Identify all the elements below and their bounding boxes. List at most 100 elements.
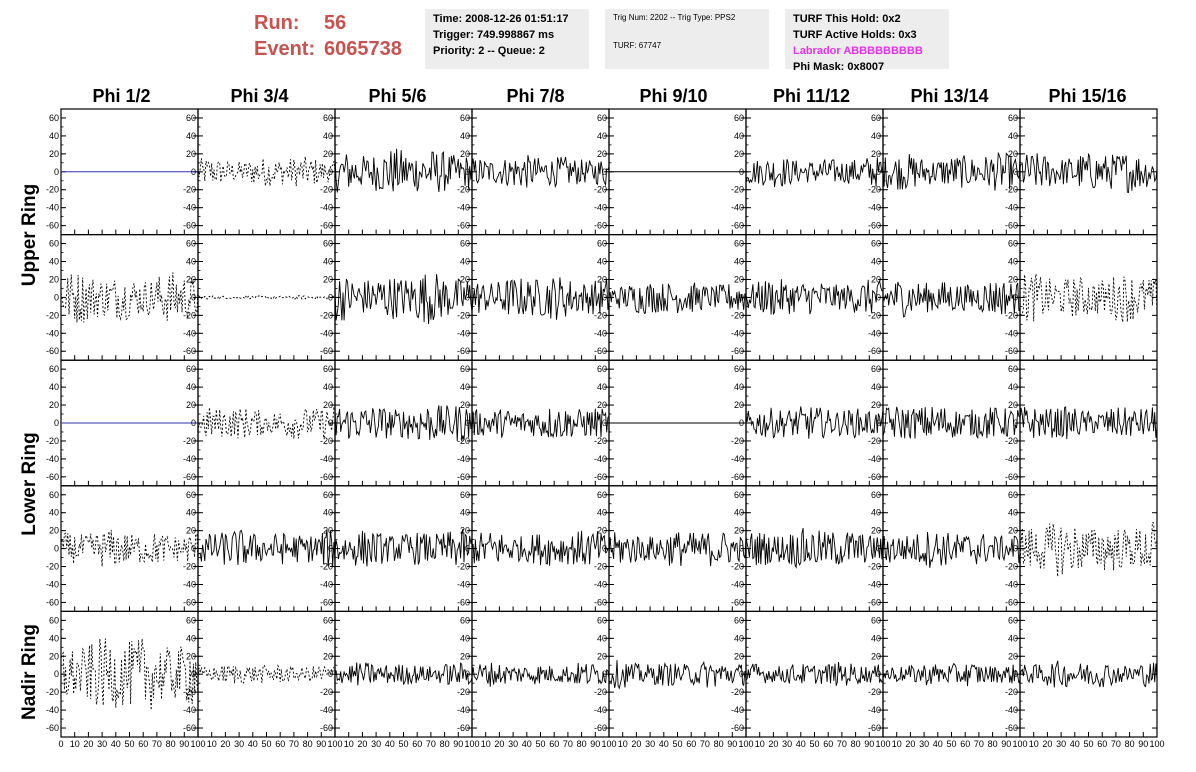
y-tick-label: -60	[320, 346, 333, 356]
y-tick-label: 20	[597, 149, 607, 159]
y-tick-label: 40	[1008, 257, 1018, 267]
y-tick-label: -40	[320, 203, 333, 213]
phi-header-5: Phi 9/10	[639, 86, 708, 106]
x-tick-label: 10	[70, 739, 80, 749]
panel-frame	[471, 234, 610, 361]
x-tick-label: 50	[261, 739, 271, 749]
y-tick-label: 60	[734, 615, 744, 625]
x-tick-label: 60	[549, 739, 559, 749]
y-tick-label: -60	[1005, 221, 1018, 231]
panel-frame	[745, 234, 884, 361]
y-tick-label: 40	[1008, 633, 1018, 643]
y-tick-label: -60	[457, 597, 470, 607]
y-tick-label: 40	[49, 131, 59, 141]
y-tick-label: 20	[323, 274, 333, 284]
y-tick-label: -20	[868, 436, 881, 446]
phi-mask-text: Phi Mask: 0x8007	[793, 61, 885, 73]
y-tick-label: -40	[457, 203, 470, 213]
y-tick-label: 40	[597, 508, 607, 518]
y-tick-label: 0	[1013, 544, 1018, 554]
y-tick-label: -20	[320, 562, 333, 572]
y-tick-label: 40	[597, 382, 607, 392]
y-tick-label: -20	[46, 436, 59, 446]
y-tick-label: -20	[594, 185, 607, 195]
y-tick-label: -20	[1005, 562, 1018, 572]
x-tick-label: 80	[440, 739, 450, 749]
y-tick-label: 20	[49, 149, 59, 159]
x-tick-label: 30	[1056, 739, 1066, 749]
y-tick-label: -20	[594, 310, 607, 320]
trig-num-text: Trig Num: 2202 -- Trig Type: PPS2	[613, 13, 736, 22]
y-tick-label: 60	[323, 239, 333, 249]
y-tick-label: 60	[186, 615, 196, 625]
x-tick-label: 40	[385, 739, 395, 749]
y-tick-label: 60	[597, 615, 607, 625]
y-tick-label: -40	[457, 705, 470, 715]
y-tick-label: 40	[871, 508, 881, 518]
y-tick-label: 20	[460, 149, 470, 159]
y-tick-label: 40	[323, 257, 333, 267]
x-tick-label: 30	[645, 739, 655, 749]
y-tick-label: 0	[602, 669, 607, 679]
y-tick-label: -20	[457, 687, 470, 697]
x-tick-label: 90	[727, 739, 737, 749]
waveform-trace	[334, 405, 473, 442]
y-tick-label: -20	[1005, 687, 1018, 697]
y-tick-label: -40	[731, 203, 744, 213]
y-tick-label: -60	[1005, 346, 1018, 356]
x-tick-label: 80	[714, 739, 724, 749]
y-tick-label: 60	[871, 364, 881, 374]
x-tick-label: 70	[1111, 739, 1121, 749]
y-tick-label: 20	[186, 651, 196, 661]
y-tick-label: 0	[54, 669, 59, 679]
y-tick-label: 60	[1008, 239, 1018, 249]
y-tick-label: 0	[739, 544, 744, 554]
y-tick-label: -40	[457, 328, 470, 338]
y-tick-label: -40	[1005, 328, 1018, 338]
y-tick-label: 60	[871, 239, 881, 249]
panel-frame	[882, 108, 1021, 236]
phi-header-1: Phi 1/2	[92, 86, 151, 106]
y-tick-label: -60	[868, 221, 881, 231]
y-tick-label: 60	[1008, 490, 1018, 500]
waveform-trace	[1019, 273, 1158, 323]
y-tick-label: 0	[602, 292, 607, 302]
y-tick-label: -40	[320, 705, 333, 715]
x-tick-label: 40	[933, 739, 943, 749]
y-tick-label: 60	[186, 113, 196, 123]
panel-frame	[1019, 234, 1158, 361]
y-tick-label: 40	[460, 131, 470, 141]
y-tick-label: 0	[739, 167, 744, 177]
y-tick-label: 40	[460, 382, 470, 392]
x-tick-label: 10	[344, 739, 354, 749]
x-tick-label: 30	[508, 739, 518, 749]
y-tick-label: -60	[731, 346, 744, 356]
x-tick-label: 60	[823, 739, 833, 749]
y-tick-label: 60	[186, 239, 196, 249]
x-tick-label: 50	[1083, 739, 1093, 749]
y-tick-label: 0	[328, 418, 333, 428]
y-tick-label: -60	[594, 472, 607, 482]
x-tick-label: 60	[412, 739, 422, 749]
y-tick-label: -60	[457, 723, 470, 733]
y-tick-label: 20	[871, 526, 881, 536]
y-tick-label: 60	[871, 615, 881, 625]
y-tick-label: -20	[46, 562, 59, 572]
y-tick-label: 40	[734, 508, 744, 518]
y-tick-label: 20	[460, 651, 470, 661]
y-tick-label: 0	[1013, 669, 1018, 679]
y-tick-label: -60	[594, 346, 607, 356]
y-tick-label: -60	[46, 723, 59, 733]
x-tick-label: 40	[1070, 739, 1080, 749]
run-label: Run:	[254, 12, 300, 34]
y-tick-label: 20	[49, 400, 59, 410]
y-tick-label: 20	[186, 149, 196, 159]
turf-info-box: TURF This Hold: 0x2 TURF Active Holds: 0…	[785, 9, 949, 73]
y-tick-label: -20	[320, 687, 333, 697]
x-tick-label: 10	[755, 739, 765, 749]
y-tick-label: -40	[183, 454, 196, 464]
waveform-trace	[334, 274, 473, 325]
x-tick-label: 100	[1149, 739, 1164, 749]
waveform-trace	[1019, 153, 1158, 194]
waveform-trace	[334, 528, 473, 567]
